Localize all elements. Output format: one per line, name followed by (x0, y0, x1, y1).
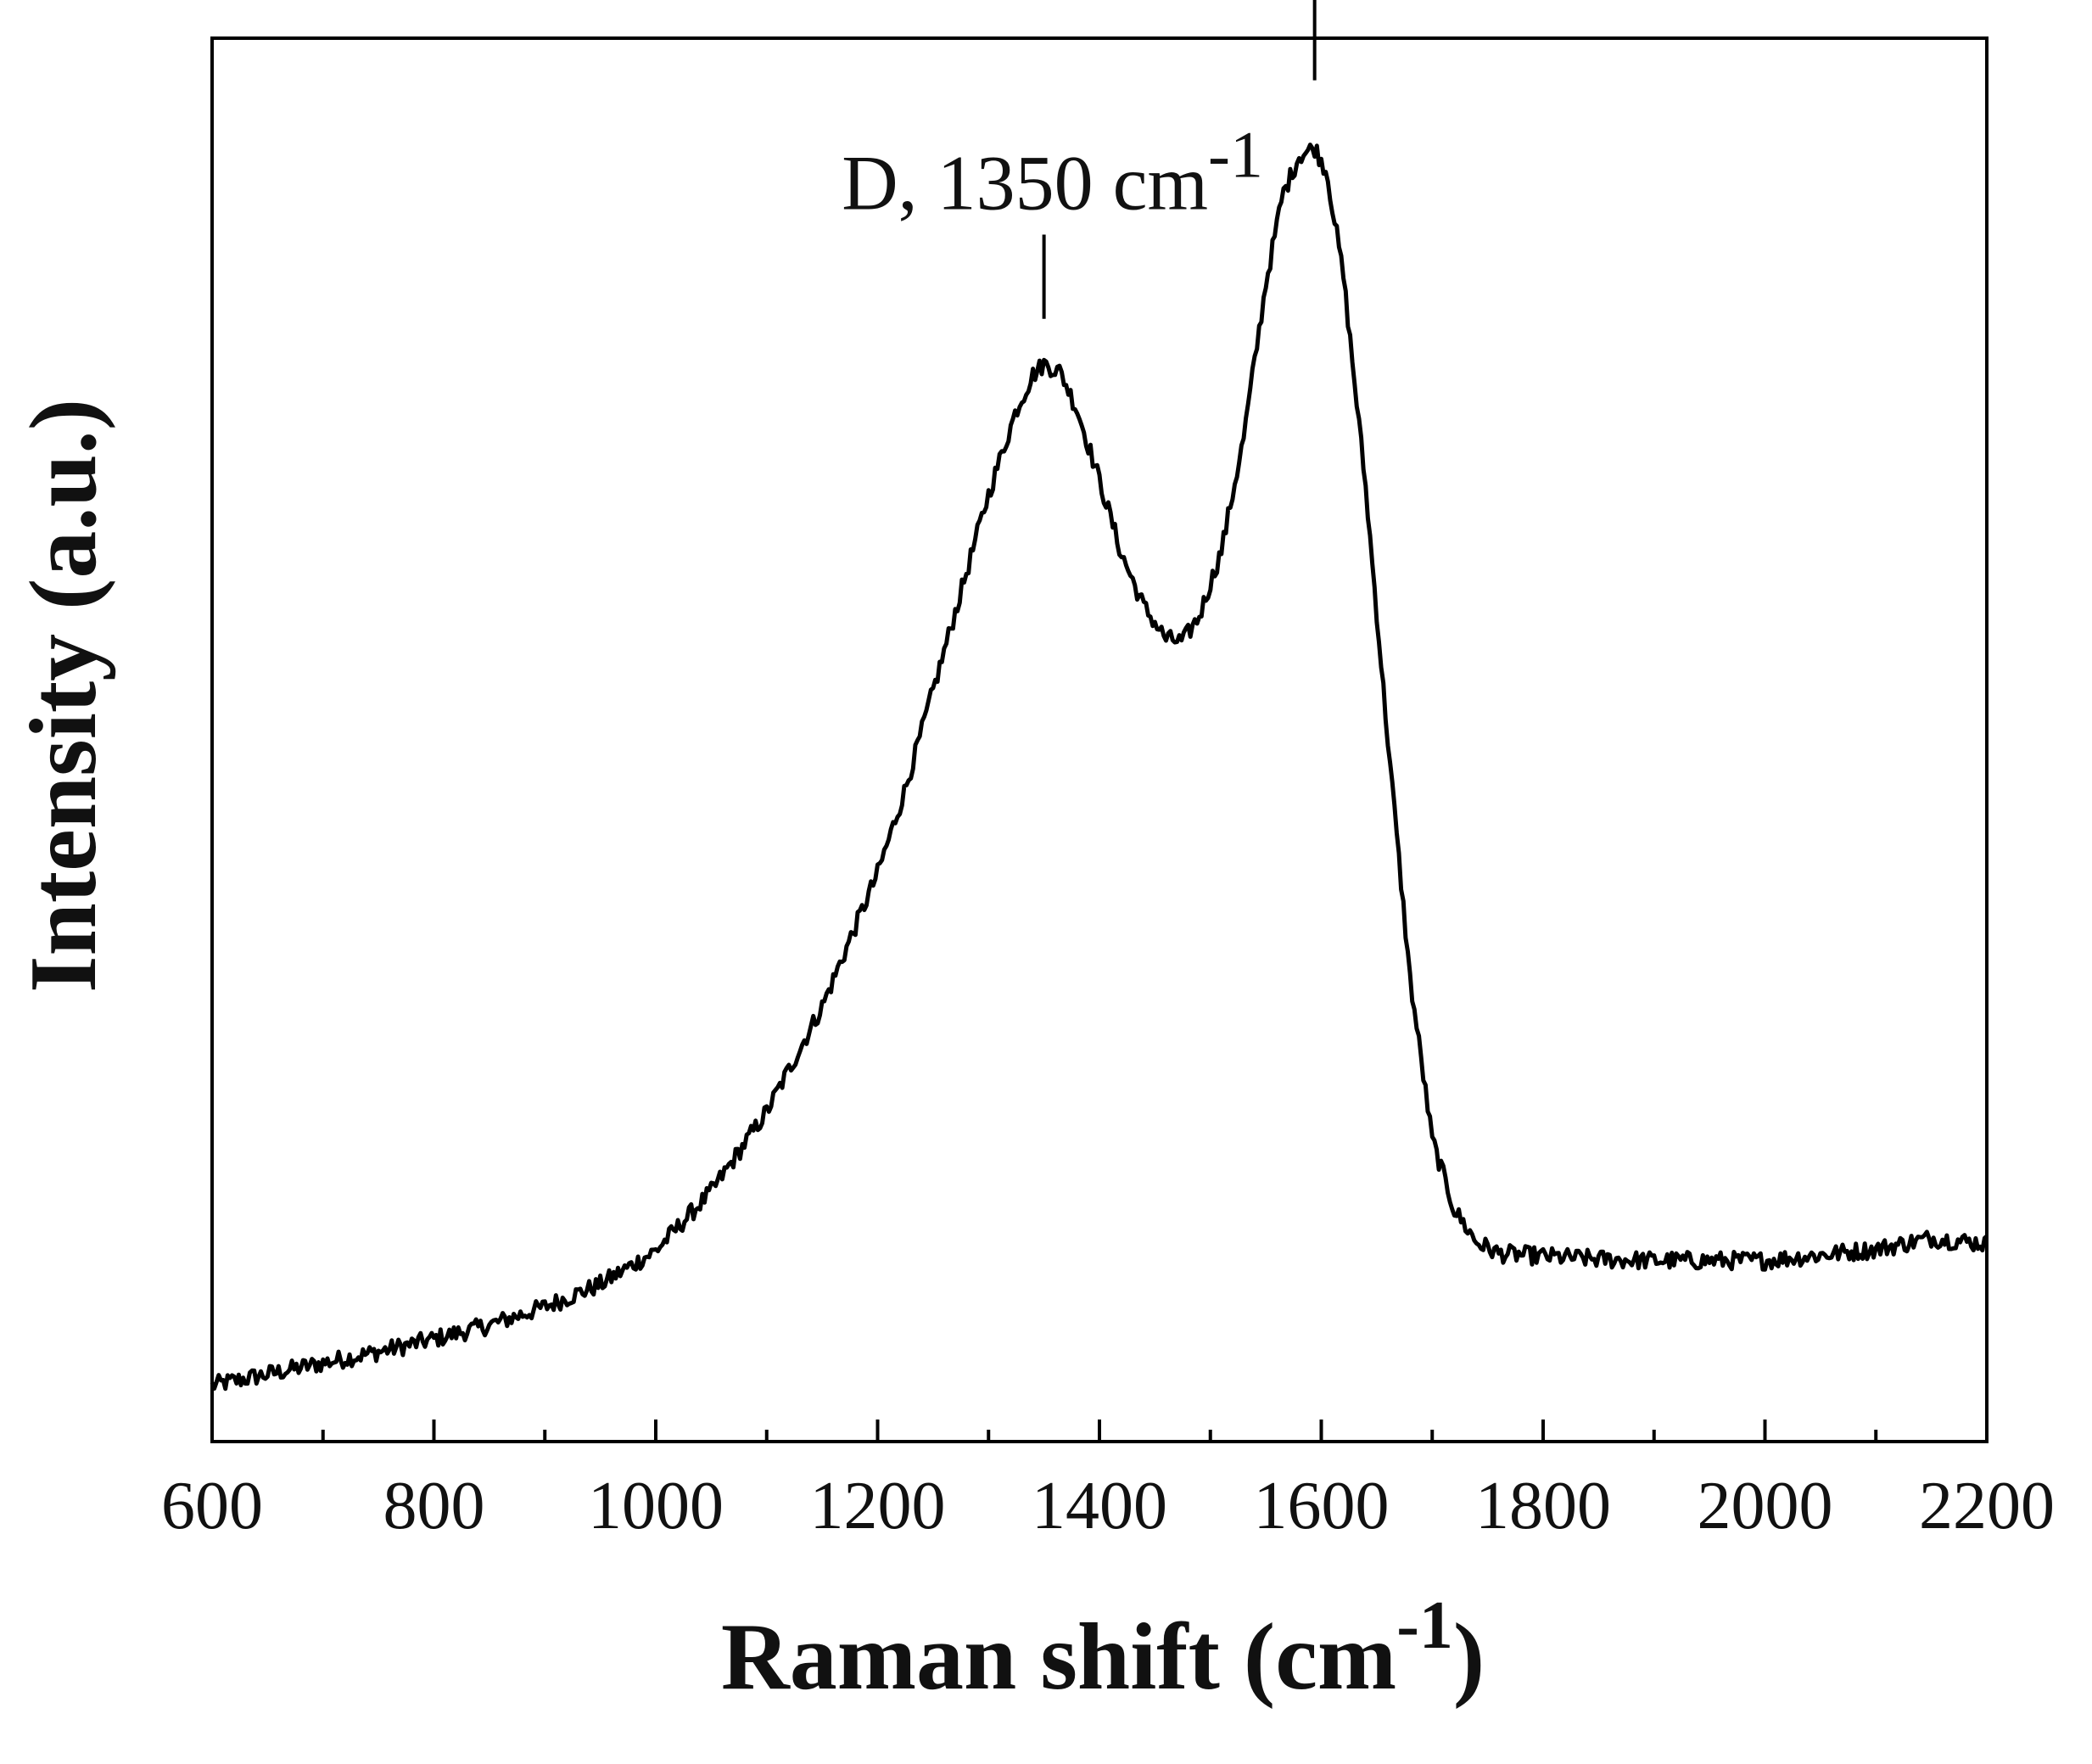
x-tick-label: 2000 (1698, 1469, 1833, 1543)
x-tick-label: 1400 (1032, 1469, 1167, 1543)
x-tick-label: 1600 (1254, 1469, 1390, 1543)
x-axis-tick-labels: 600 800 1000 1200 1400 1600 1800 2000 2200 (161, 1469, 2055, 1543)
spectrum-line (210, 143, 1989, 1392)
x-axis-title-superscript: -1 (1396, 1588, 1453, 1663)
x-tick-label: 1200 (810, 1469, 946, 1543)
x-tick-label: 1000 (588, 1469, 724, 1543)
y-axis-title: Intensity (a.u.) (11, 399, 116, 993)
x-tick-label: 600 (161, 1469, 263, 1543)
peak-label: D, 1350 cm-1 (842, 118, 1263, 227)
x-axis-title: Raman shift (cm-1) (721, 1588, 1485, 1710)
plot-frame (210, 36, 1989, 1443)
x-tick-label: 800 (383, 1469, 485, 1543)
peak-annotations: D, 1350 cm-1G, 1594 cm-1 (842, 0, 1317, 319)
x-tick-label: 2200 (1919, 1469, 2055, 1543)
x-axis-title-suffix: ) (1453, 1604, 1485, 1710)
x-axis-ticks (210, 1420, 1989, 1442)
x-tick-label: 1800 (1475, 1469, 1611, 1543)
x-axis-title-main: Raman shift (cm (721, 1604, 1396, 1710)
